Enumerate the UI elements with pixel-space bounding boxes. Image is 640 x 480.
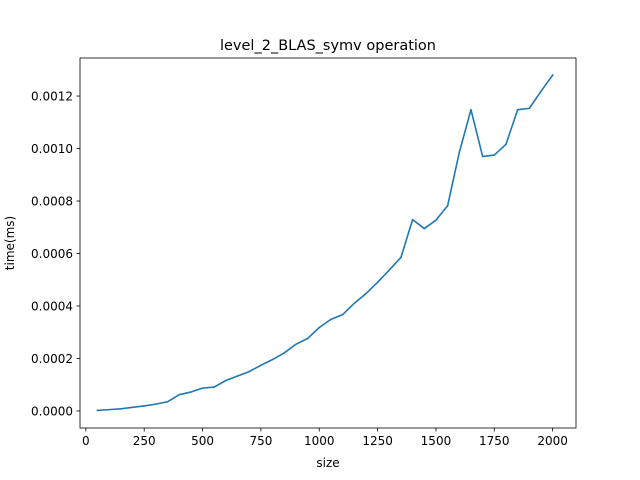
data-point [435,219,437,221]
data-point [306,337,309,340]
y-axis-label: time(ms) [3,216,17,270]
chart-title: level_2_BLAS_symv operation [220,38,436,54]
data-point [108,408,110,411]
x-tick-label: 1500 [421,434,452,448]
data-point [470,108,472,111]
data-point [481,155,484,158]
data-point [131,406,134,409]
data-point [318,326,321,329]
data-point [540,90,542,93]
x-tick-label: 500 [191,434,214,448]
data-point [283,352,286,354]
data-point [446,204,449,207]
x-tick-label: 250 [133,434,156,448]
data-point [96,409,99,412]
y-tick-label: 0.0010 [31,142,73,156]
data-point [166,400,169,403]
data-point [400,256,402,259]
data-point [155,403,157,405]
y-tick-label: 0.0004 [31,299,73,313]
y-tick-label: 0.0012 [31,90,73,104]
data-point [411,218,414,221]
data-point [551,74,554,76]
data-point [271,358,274,361]
data-point [376,281,379,284]
data-point [143,405,145,407]
y-tick-label: 0.0002 [31,352,73,366]
data-point [120,408,122,410]
data-point [260,364,262,367]
x-tick-label: 0 [82,434,90,448]
data-point [388,269,391,271]
data-point [353,302,356,305]
plot-frame [79,57,577,429]
data-point [236,375,239,377]
data-point [528,107,531,110]
data-point [341,313,344,316]
data-point [423,227,426,230]
y-tick-label: 0.0006 [31,247,73,261]
data-point [330,318,332,321]
data-point [458,151,461,154]
data-point [190,391,192,393]
y-axis: 0.0000 0.0002 0.0004 0.0006 0.0008 0.0010 0.00… [31,90,80,418]
data-point [248,370,251,373]
x-tick-label: 1750 [479,434,510,448]
x-tick-label: 1250 [362,434,393,448]
data-point [213,386,216,388]
data-point [295,343,297,346]
x-axis: 0 250 500 750 1000 1250 1500 1750 2000 [82,428,568,448]
data-point [201,387,204,389]
data-point [516,108,519,111]
data-point [493,154,496,156]
series-line [96,73,554,412]
plot-series [96,73,554,412]
x-tick-label: 1000 [304,434,335,448]
y-tick-label: 0.0000 [31,404,73,418]
x-axis-label: size [316,456,339,470]
data-point [505,143,507,146]
data-point [178,393,180,396]
x-tick-label: 2000 [537,434,568,448]
y-tick-label: 0.0008 [31,195,73,209]
data-point [365,292,367,295]
data-point [225,379,227,382]
x-tick-label: 750 [249,434,272,448]
